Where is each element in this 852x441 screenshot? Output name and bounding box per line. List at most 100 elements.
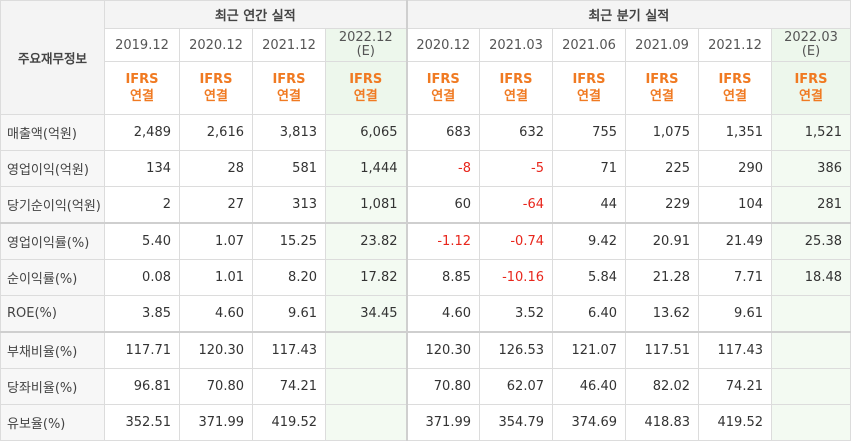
value-cell: 44 (552, 186, 626, 224)
value-cell: 134 (104, 150, 180, 187)
value-cell: 117.43 (698, 331, 772, 369)
ifrs-label: IFRS 연결 (552, 61, 626, 115)
value-cell: 3,813 (252, 114, 326, 151)
value-cell: 4.60 (405, 295, 480, 333)
annual-group-title: 최근 연간 실적 (104, 0, 407, 29)
value-cell (325, 331, 407, 369)
value-cell: 70.80 (179, 368, 253, 405)
value-cell: 6,065 (325, 114, 407, 151)
table-row: 당기순이익(억원) 2 27 313 1,081 60 -64 44 229 104 281 (0, 186, 851, 224)
value-cell: 62.07 (479, 368, 553, 405)
value-cell: 386 (771, 150, 851, 187)
value-cell: 2,489 (104, 114, 180, 151)
value-cell: 0.08 (104, 259, 180, 296)
row-label: 매출액(억원) (0, 114, 105, 151)
period-label: 2019.12 (115, 37, 169, 53)
table-row: 부채비율(%) 117.71 120.30 117.43 120.30 126.53 121… (0, 331, 851, 369)
period-label: 2021.09 (635, 37, 689, 53)
value-cell: 313 (252, 186, 326, 224)
value-cell: 6.40 (552, 295, 626, 333)
value-cell: 120.30 (179, 331, 253, 369)
ifrs-label: IFRS 연결 (104, 61, 180, 115)
ifrs-consolidated: 연결 (431, 89, 456, 104)
ifrs-consolidated: 연결 (353, 89, 378, 104)
table-row: 순이익률(%) 0.08 1.01 8.20 17.82 8.85 -10.16 5.84 21… (0, 259, 851, 296)
ifrs-consolidated: 연결 (799, 89, 823, 104)
value-cell: 8.20 (252, 259, 326, 296)
value-cell (771, 331, 851, 369)
value-cell: 371.99 (405, 404, 480, 441)
value-cell (325, 404, 407, 441)
row-label: ROE(%) (0, 295, 105, 333)
ifrs-label: IFRS 연결 (405, 61, 480, 115)
value-cell: 71 (552, 150, 626, 187)
value-cell: 2 (104, 186, 180, 224)
value-cell: 1,075 (625, 114, 699, 151)
annual-period-header: 2019.12 (104, 28, 180, 62)
value-cell: 755 (552, 114, 626, 151)
value-cell: 229 (625, 186, 699, 224)
ifrs-label: IFRS 연결 (698, 61, 772, 115)
value-cell: 7.71 (698, 259, 772, 296)
ifrs-standard: IFRS (718, 72, 752, 87)
value-cell: 126.53 (479, 331, 553, 369)
ifrs-consolidated: 연결 (504, 89, 528, 104)
ifrs-standard: IFRS (794, 72, 828, 87)
value-cell: 290 (698, 150, 772, 187)
value-cell (771, 368, 851, 405)
value-cell: 1,444 (325, 150, 407, 187)
value-cell: 15.25 (252, 222, 326, 260)
ifrs-label: IFRS 연결 (179, 61, 253, 115)
group-header-row: 주요재무정보 최근 연간 실적 최근 분기 실적 (0, 0, 851, 115)
ifrs-standard: IFRS (199, 72, 233, 87)
ifrs-standard: IFRS (499, 72, 533, 87)
annual-period-header: 2020.12 (179, 28, 253, 62)
value-cell: 354.79 (479, 404, 553, 441)
value-cell: -64 (479, 186, 553, 224)
value-cell: 374.69 (552, 404, 626, 441)
ifrs-standard: IFRS (426, 72, 460, 87)
ifrs-standard: IFRS (349, 72, 383, 87)
value-cell: -5 (479, 150, 553, 187)
value-cell: 1,351 (698, 114, 772, 151)
quarterly-period-header: 2022.03 (E) (771, 28, 851, 62)
quarterly-period-header: 2021.12 (698, 28, 772, 62)
period-label: 2022.03 (784, 30, 838, 45)
value-cell: 27 (179, 186, 253, 224)
annual-period-header: 2021.12 (252, 28, 326, 62)
ifrs-standard: IFRS (272, 72, 306, 87)
value-cell: 281 (771, 186, 851, 224)
value-cell (771, 295, 851, 333)
row-label: 당기순이익(억원) (0, 186, 105, 224)
value-cell: 1,521 (771, 114, 851, 151)
ifrs-label: IFRS 연결 (325, 61, 407, 115)
value-cell: -0.74 (479, 222, 553, 260)
value-cell: 74.21 (698, 368, 772, 405)
row-label: 영업이익(억원) (0, 150, 105, 187)
ifrs-label: IFRS 연결 (771, 61, 851, 115)
period-label: 2020.12 (189, 37, 243, 53)
value-cell: 21.28 (625, 259, 699, 296)
value-cell: 96.81 (104, 368, 180, 405)
value-cell: 4.60 (179, 295, 253, 333)
value-cell: 121.07 (552, 331, 626, 369)
value-cell: 352.51 (104, 404, 180, 441)
value-cell: 46.40 (552, 368, 626, 405)
value-cell: 419.52 (698, 404, 772, 441)
ifrs-standard: IFRS (572, 72, 606, 87)
row-label: 유보율(%) (0, 404, 105, 441)
quarterly-period-header: 2021.06 (552, 28, 626, 62)
value-cell: 1.07 (179, 222, 253, 260)
table-row: 영업이익(억원) 134 28 581 1,444 -8 -5 71 225 290 386 (0, 150, 851, 187)
ifrs-header-row: IFRS 연결 IFRS 연결 IFRS 연결 IFRS 연결 IFRS 연결 IFRS 연결 IFRS… (0, 61, 851, 115)
ifrs-consolidated: 연결 (130, 89, 154, 104)
ifrs-standard: IFRS (125, 72, 159, 87)
quarterly-period-header: 2021.09 (625, 28, 699, 62)
ifrs-consolidated: 연결 (723, 89, 747, 104)
value-cell: -10.16 (479, 259, 553, 296)
period-label: 2021.06 (562, 37, 616, 53)
row-label: 부채비율(%) (0, 331, 105, 369)
value-cell: 3.52 (479, 295, 553, 333)
table-row: ROE(%) 3.85 4.60 9.61 34.45 4.60 3.52 6.40 13.62… (0, 295, 851, 333)
row-label: 영업이익률(%) (0, 222, 105, 260)
